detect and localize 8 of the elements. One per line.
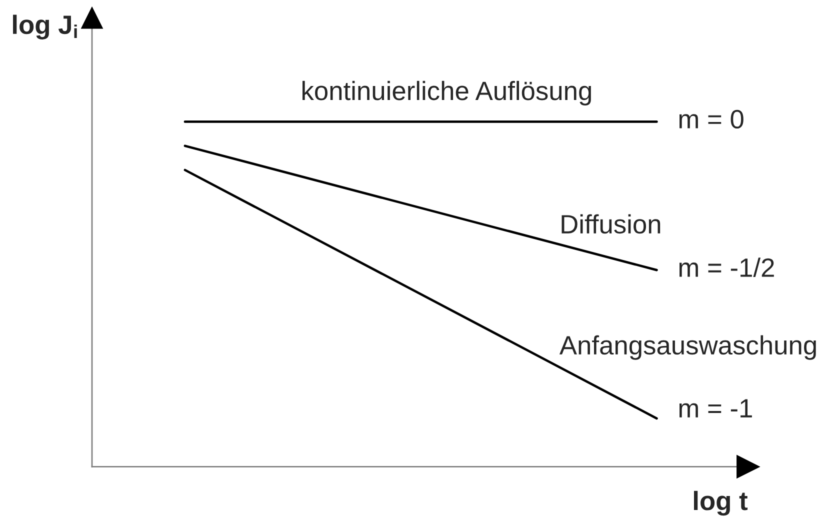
annotation: m = -1 xyxy=(679,399,752,418)
y-axis-title: log J$_{i}$ xyxy=(13,14,77,40)
annotation: m = -1/2 xyxy=(679,258,774,278)
series-label: Diffusion xyxy=(562,214,660,234)
series-label: Anfangsauswaschung xyxy=(559,335,816,360)
x-axis-title: log t xyxy=(694,490,748,516)
annotation: m = 0 xyxy=(679,110,744,129)
series-label: kontinuierliche Auflösung xyxy=(302,80,591,106)
